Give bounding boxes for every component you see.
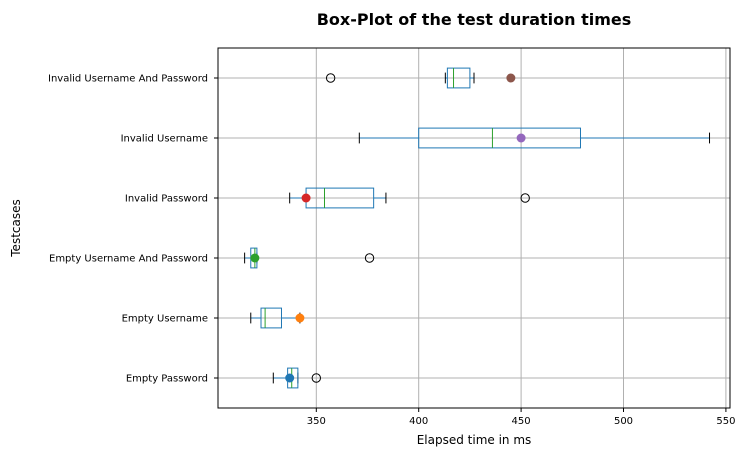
x-tick-label: 550 [716, 416, 735, 427]
box-group [250, 307, 305, 329]
box-group [358, 127, 711, 149]
chart-title: Box-Plot of the test duration times [317, 10, 632, 29]
mean-point [301, 193, 311, 203]
outlier-point [364, 253, 375, 263]
x-tick-label: 350 [307, 416, 326, 427]
mean-point [285, 373, 295, 383]
category-label: Invalid Username And Password [48, 74, 208, 85]
outlier-point [325, 73, 336, 83]
grid [218, 48, 730, 408]
category-label: Empty Username [122, 314, 208, 325]
x-axis-ticks: 350 400 450 500 550 [307, 408, 735, 427]
outlier-point [311, 373, 322, 383]
x-tick-label: 400 [409, 416, 428, 427]
box-group [325, 67, 516, 89]
category-label: Invalid Password [125, 194, 208, 205]
mean-point [506, 73, 516, 83]
plot-frame [217, 47, 731, 409]
box-iqr [260, 307, 282, 329]
box-group [289, 187, 530, 209]
x-tick-label: 450 [512, 416, 531, 427]
outlier-point [520, 193, 530, 203]
mean-point [295, 313, 305, 323]
box-group [244, 247, 375, 269]
mean-point [250, 253, 260, 263]
box-iqr [418, 127, 581, 149]
mean-point [516, 133, 526, 143]
box-group [272, 367, 322, 389]
y-axis-label: Testcases [9, 199, 23, 257]
box-iqr [446, 67, 471, 89]
y-axis-ticks: Empty Password Empty Username Empty Userna… [48, 74, 218, 385]
x-axis-label: Elapsed time in ms [417, 433, 532, 447]
boxes [244, 67, 711, 389]
category-label: Empty Password [126, 374, 208, 385]
category-label: Invalid Username [121, 134, 208, 145]
x-tick-label: 500 [614, 416, 633, 427]
category-label: Empty Username And Password [49, 254, 208, 265]
